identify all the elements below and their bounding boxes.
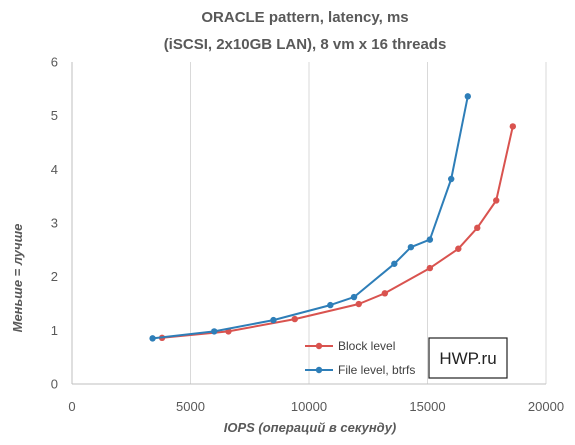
- series-line-0: [162, 126, 514, 339]
- data-point-series-0: [509, 123, 517, 130]
- axes: [71, 62, 546, 385]
- tick-labels: 0 5000 10000 15000 20000 0 1 2 3 4 5 6: [51, 55, 564, 415]
- data-point-series-0: [355, 300, 362, 308]
- data-series: [149, 93, 517, 342]
- y-tick-label: 5: [51, 108, 58, 123]
- legend-label-block-level: Block level: [338, 339, 395, 353]
- chart-title-line-2: (iSCSI, 2x10GB LAN), 8 vm x 16 threads: [164, 36, 447, 53]
- data-point-series-0: [381, 290, 389, 297]
- legend-marker-block-level: [315, 342, 323, 350]
- data-point-series-1: [149, 335, 156, 342]
- watermark-box: [428, 337, 508, 379]
- y-tick-label: 4: [51, 162, 58, 177]
- y-tick-label: 1: [51, 323, 58, 338]
- data-point-series-1: [211, 328, 218, 335]
- x-tick-label: 5000: [176, 399, 205, 414]
- data-point-series-1: [270, 316, 277, 324]
- y-tick-label: 0: [51, 377, 58, 392]
- data-point-series-1: [327, 301, 334, 309]
- y-tick-label: 2: [51, 269, 58, 284]
- watermark: HWP.ru: [428, 337, 508, 379]
- x-axis-label: IOPS (операций в секунду): [224, 420, 397, 435]
- x-tick-label: 0: [68, 399, 75, 414]
- x-tick-label: 20000: [528, 399, 564, 414]
- data-point-series-1: [391, 260, 398, 267]
- data-point-series-0: [474, 224, 481, 232]
- series-line-1: [152, 96, 469, 340]
- watermark-text: HWP.ru: [439, 349, 496, 368]
- data-point-series-1: [448, 175, 455, 183]
- legend: Block level File level, btrfs: [305, 339, 415, 377]
- x-tick-label: 10000: [291, 399, 327, 414]
- data-point-series-1: [407, 243, 415, 251]
- data-point-series-0: [291, 315, 298, 323]
- y-axis-label: Меньше = лучше: [10, 224, 25, 333]
- data-point-series-1: [464, 93, 471, 100]
- data-point-series-1: [350, 293, 358, 301]
- y-tick-label: 6: [51, 55, 58, 70]
- y-tick-label: 3: [51, 216, 58, 231]
- data-point-series-1: [426, 236, 434, 243]
- data-point-series-0: [493, 197, 500, 204]
- data-point-series-0: [455, 245, 462, 252]
- x-tick-label: 15000: [409, 399, 445, 414]
- legend-label-file-level: File level, btrfs: [338, 363, 415, 377]
- chart-title-line-1: ORACLE pattern, latency, ms: [201, 9, 408, 26]
- grid-lines: [190, 62, 547, 384]
- legend-marker-file-level: [315, 366, 323, 374]
- data-point-series-0: [426, 264, 434, 272]
